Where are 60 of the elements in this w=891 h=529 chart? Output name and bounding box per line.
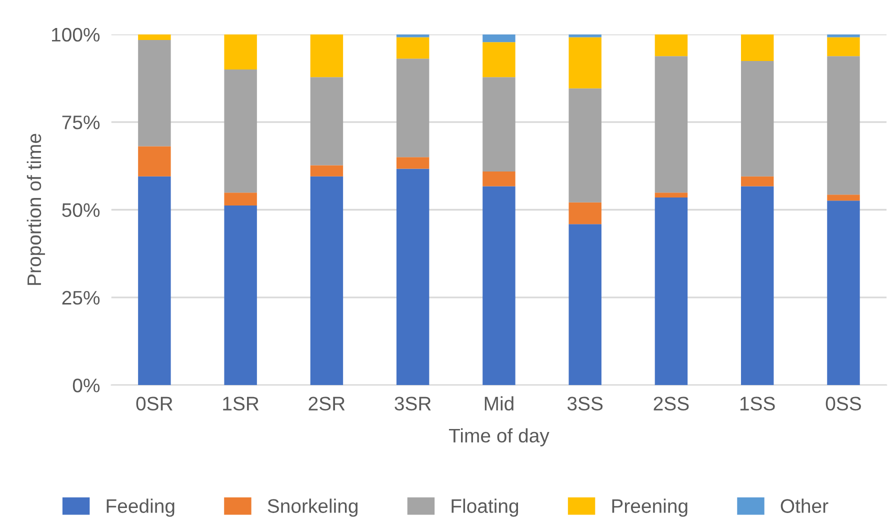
bar bbox=[310, 176, 344, 386]
legend-label: Snorkeling bbox=[268, 498, 358, 517]
bar bbox=[740, 176, 774, 186]
bar bbox=[310, 165, 344, 176]
x-tick-label: 3SR bbox=[394, 396, 431, 411]
x-tick-label: 2SR bbox=[308, 396, 345, 411]
bar bbox=[654, 56, 688, 193]
bar bbox=[138, 34, 171, 40]
bar bbox=[482, 172, 516, 186]
bar bbox=[568, 202, 602, 224]
bar bbox=[568, 224, 602, 386]
bar bbox=[827, 200, 860, 386]
bar bbox=[138, 40, 171, 146]
legend-label: Floating bbox=[452, 498, 518, 517]
x-tick-label: Mid bbox=[484, 396, 514, 411]
bar bbox=[482, 42, 516, 78]
bar bbox=[568, 34, 602, 38]
bar bbox=[482, 186, 516, 386]
bar bbox=[396, 168, 430, 386]
bar bbox=[827, 34, 860, 38]
bar bbox=[224, 34, 257, 70]
bar bbox=[654, 192, 688, 198]
bar bbox=[224, 192, 257, 206]
x-tick-label: 0SR bbox=[136, 396, 172, 411]
bar bbox=[138, 146, 171, 176]
y-tick-label: 0% bbox=[72, 378, 100, 392]
y-tick-label: 50% bbox=[62, 203, 100, 217]
x-tick-label: 2SS bbox=[654, 396, 689, 411]
bar bbox=[396, 58, 430, 158]
bar bbox=[396, 37, 430, 59]
bar bbox=[654, 197, 688, 386]
legend-label: Other bbox=[780, 498, 828, 513]
bar bbox=[396, 157, 430, 169]
bar bbox=[740, 186, 774, 386]
bar bbox=[482, 77, 516, 172]
bar bbox=[224, 206, 257, 386]
legend-label: Feeding bbox=[106, 498, 174, 517]
bar bbox=[568, 37, 602, 88]
x-axis-title: Time of day bbox=[448, 428, 550, 446]
bar bbox=[827, 194, 860, 201]
x-tick-label: 1SR bbox=[223, 396, 259, 411]
bar bbox=[654, 34, 688, 56]
x-tick-label: 1SS bbox=[740, 396, 775, 411]
y-tick-label: 100% bbox=[52, 28, 100, 42]
bar bbox=[310, 77, 344, 166]
y-tick-label: 25% bbox=[62, 290, 100, 305]
legend-label: Preening bbox=[612, 498, 688, 517]
bar bbox=[138, 176, 171, 386]
bar bbox=[224, 69, 257, 193]
y-axis-title: Proportion of time bbox=[26, 134, 45, 285]
x-tick-label: 0SS bbox=[826, 396, 861, 411]
bar bbox=[740, 34, 774, 62]
bar bbox=[827, 37, 860, 56]
bar bbox=[568, 88, 602, 202]
bar bbox=[310, 34, 344, 78]
y-tick-label: 75% bbox=[62, 116, 100, 130]
bar bbox=[827, 56, 860, 195]
bar bbox=[740, 61, 774, 176]
bar bbox=[482, 34, 516, 42]
x-tick-label: 3SS bbox=[567, 396, 603, 411]
